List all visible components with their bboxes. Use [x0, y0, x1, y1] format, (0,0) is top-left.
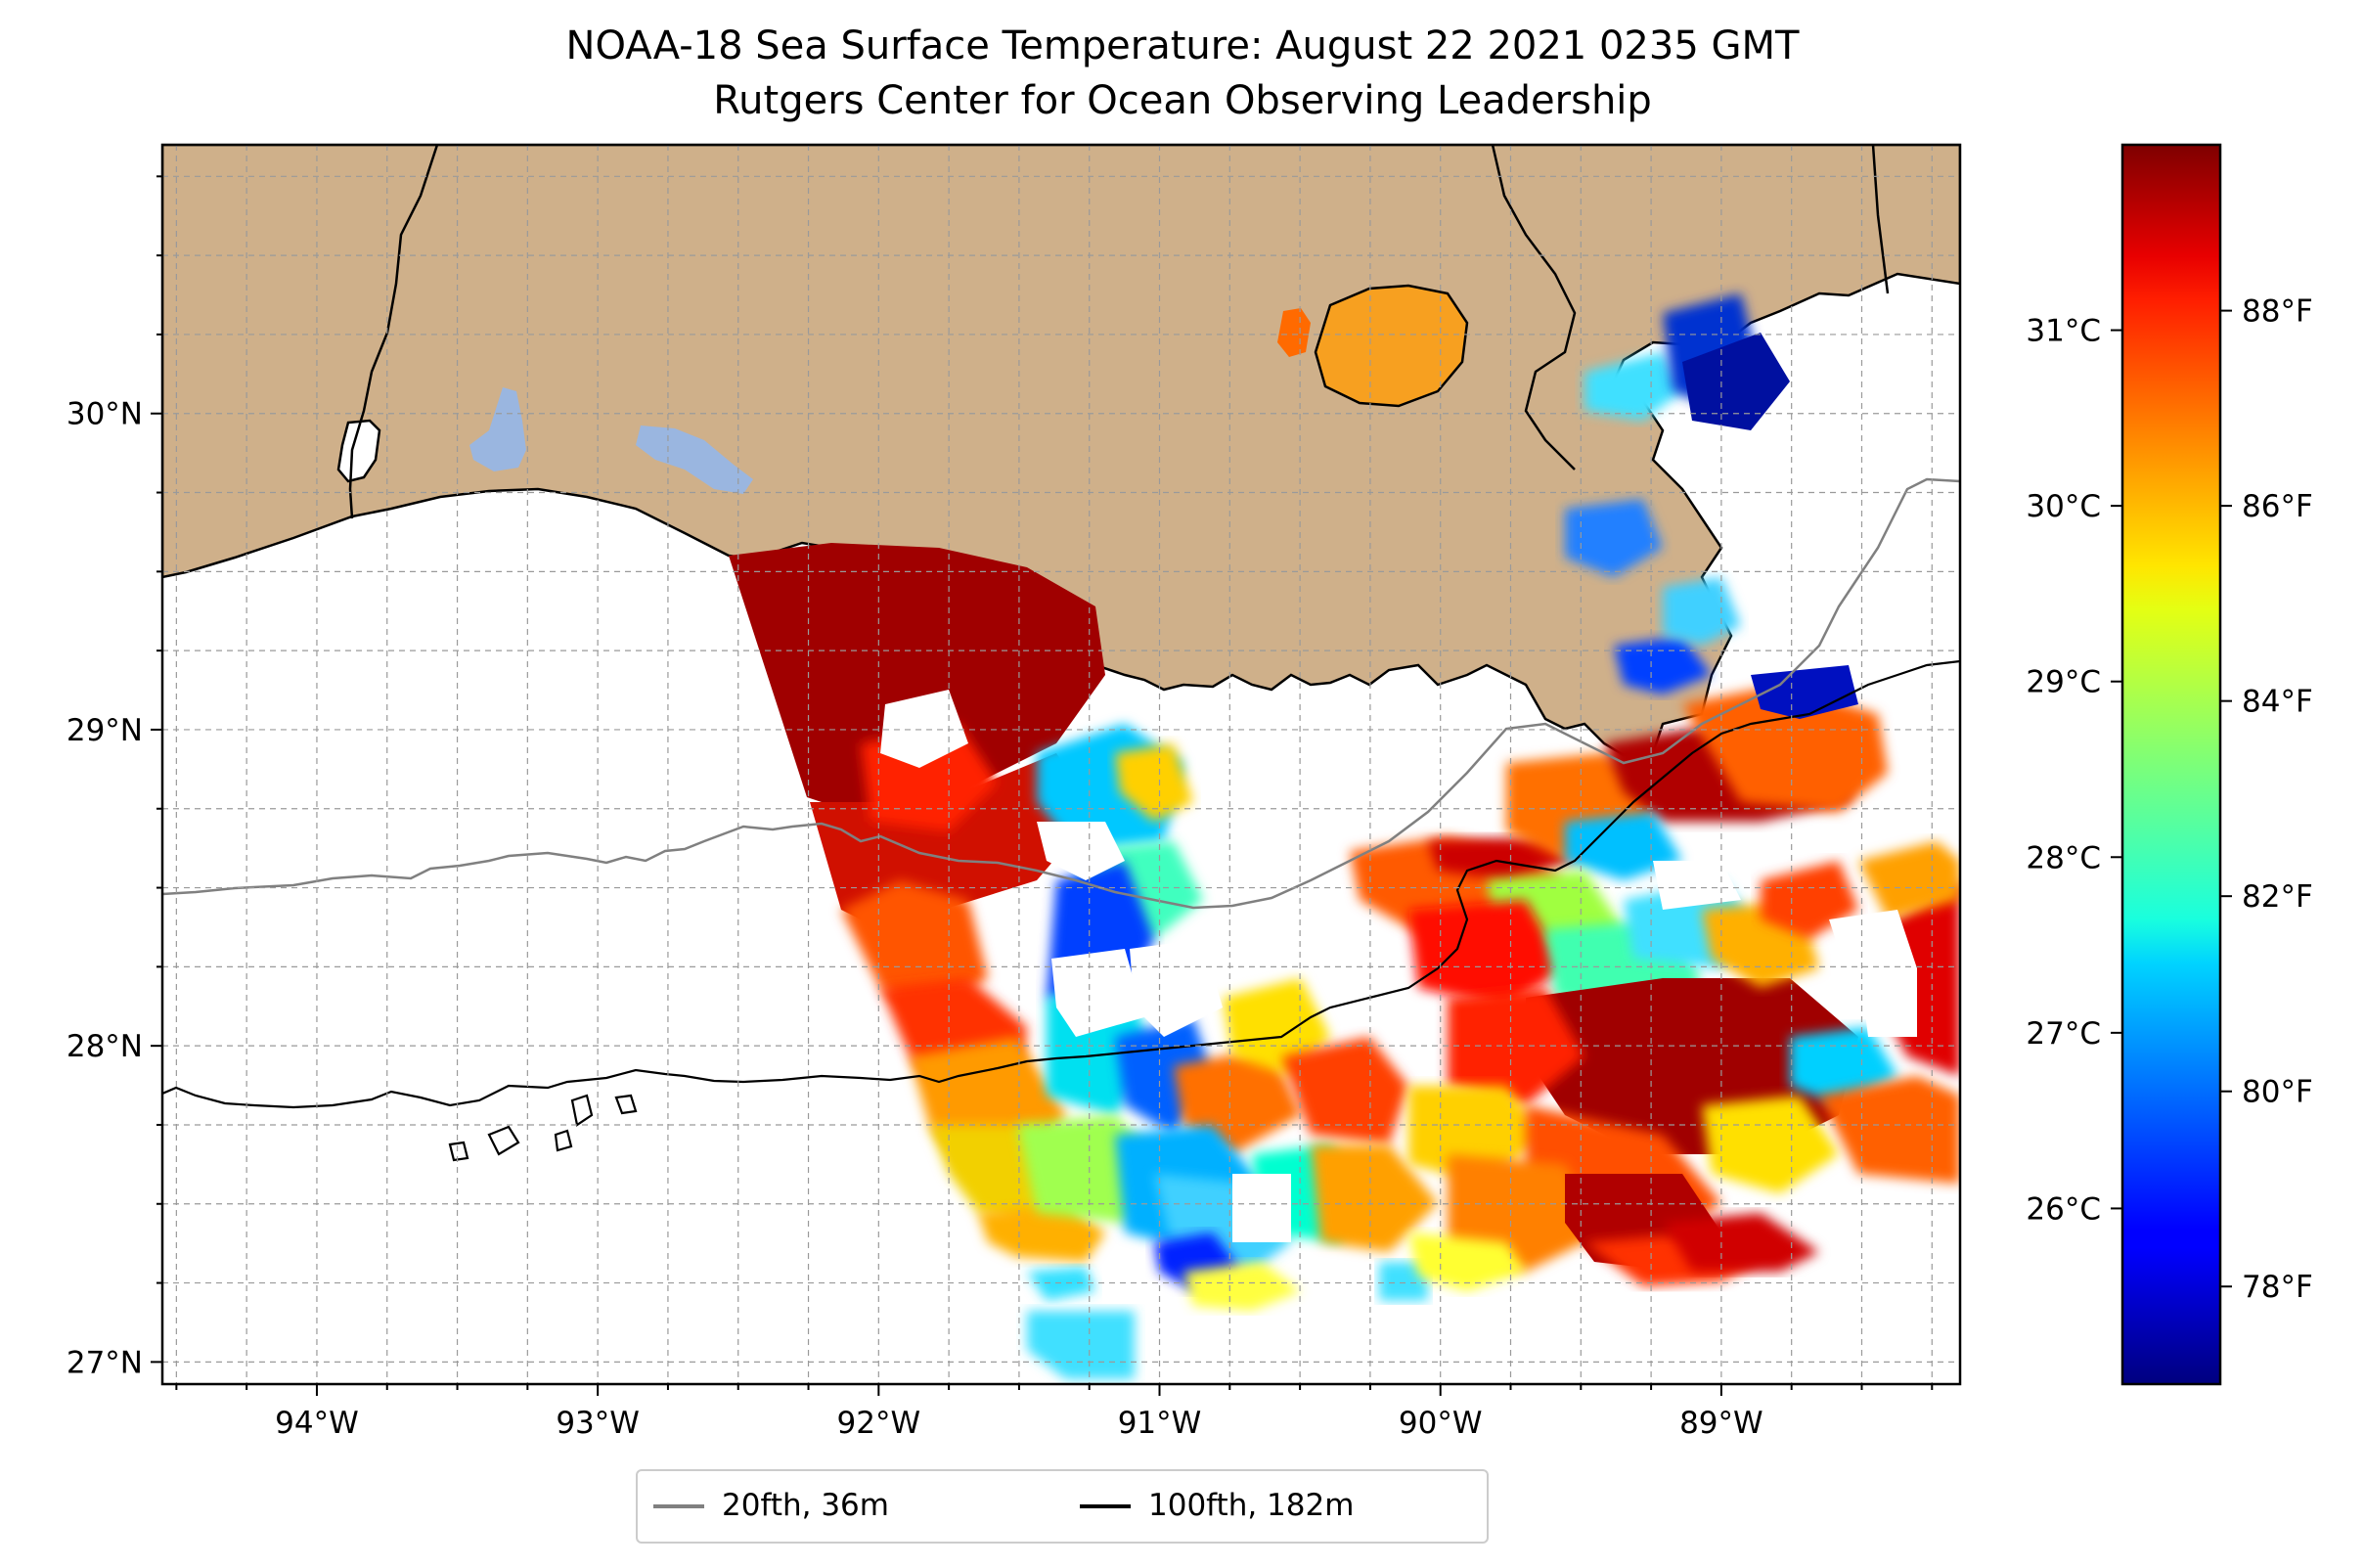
- colorbar-c-label: 26°C: [2026, 1191, 2101, 1227]
- lon-tick-label: 91°W: [1118, 1406, 1202, 1441]
- map-axes: 94°W 93°W 92°W 91°W 90°W 89°W 27°N 28°N 29°N 30°N: [67, 175, 1934, 1441]
- legend-swatch-100fth: [1080, 1504, 1131, 1508]
- colorbar-f-label: 84°F: [2242, 685, 2313, 720]
- colorbar-c-label: 28°C: [2026, 840, 2101, 875]
- island-shoal-2: [570, 1094, 594, 1127]
- map-title-line1: NOAA-18 Sea Surface Temperature: August …: [565, 23, 1800, 68]
- island-flower-garden: [487, 1125, 520, 1156]
- lon-tick-label: 93°W: [556, 1406, 640, 1441]
- island-shoal-4: [448, 1141, 469, 1162]
- lon-tick-label: 92°W: [837, 1406, 921, 1441]
- lon-tick-label: 94°W: [275, 1406, 359, 1441]
- island-shoal-5: [554, 1129, 573, 1152]
- inland-water-pontchartrain: [1314, 284, 1469, 408]
- colorbar-ticks: 78°F 80°F 82°F 84°F 86°F 88°F 26°C 27°C 28°C 29°C…: [2026, 294, 2312, 1306]
- isobath-legend: 20fth, 36m 100fth, 182m: [636, 1469, 1489, 1544]
- colorbar-c-label: 27°C: [2026, 1016, 2101, 1052]
- legend-label-20fth: 20fth, 36m: [722, 1488, 889, 1523]
- gridlines: [162, 145, 1960, 1384]
- colorbar-f-label: 88°F: [2242, 294, 2313, 330]
- colorbar-f-label: 78°F: [2242, 1270, 2313, 1305]
- lon-tick-label: 89°W: [1679, 1406, 1763, 1441]
- inland-water-sabine: [469, 387, 526, 471]
- river-mississippi: [1491, 145, 1577, 470]
- isobath-100fth: [162, 659, 1960, 1109]
- legend-label-100fth: 100fth, 182m: [1148, 1488, 1355, 1523]
- legend-swatch-20fth: [653, 1504, 704, 1508]
- state-border: [348, 145, 439, 519]
- map-area: [162, 145, 1960, 1384]
- map-title-line2: Rutgers Center for Ocean Observing Leade…: [713, 78, 1652, 123]
- lat-tick-label: 27°N: [67, 1345, 143, 1380]
- lat-tick-label: 28°N: [67, 1029, 143, 1064]
- isobath-20fth: [162, 477, 1960, 910]
- inland-water-grand-lake: [1277, 308, 1311, 357]
- lake-calcasieu: [336, 419, 381, 483]
- colorbar-c-label: 31°C: [2026, 314, 2101, 349]
- colorbar: [2120, 143, 2222, 1386]
- inland-water-white-lake: [636, 426, 753, 494]
- colorbar-c-label: 29°C: [2026, 665, 2101, 700]
- colorbar-c-label: 30°C: [2026, 489, 2101, 524]
- state-border-ms: [1871, 145, 1890, 294]
- lon-tick-label: 90°W: [1399, 1406, 1483, 1441]
- lat-tick-label: 29°N: [67, 713, 143, 748]
- colorbar-f-label: 80°F: [2242, 1075, 2313, 1110]
- map-frame: [160, 143, 1962, 1386]
- lat-tick-label: 30°N: [67, 397, 143, 432]
- sst-swath: [729, 293, 1960, 1379]
- colorbar-f-label: 82°F: [2242, 879, 2313, 915]
- colorbar-f-label: 86°F: [2242, 489, 2313, 524]
- island-shoal-3: [614, 1094, 638, 1115]
